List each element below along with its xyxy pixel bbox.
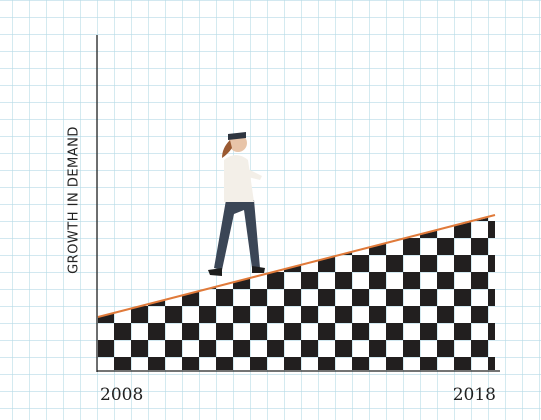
- walking-person: [208, 132, 265, 276]
- trend-line: [97, 214, 496, 318]
- x-label: 2008: [100, 385, 143, 405]
- y-axis-label: GROWTH IN DEMAND: [67, 126, 82, 274]
- x-label: 2018: [453, 385, 496, 405]
